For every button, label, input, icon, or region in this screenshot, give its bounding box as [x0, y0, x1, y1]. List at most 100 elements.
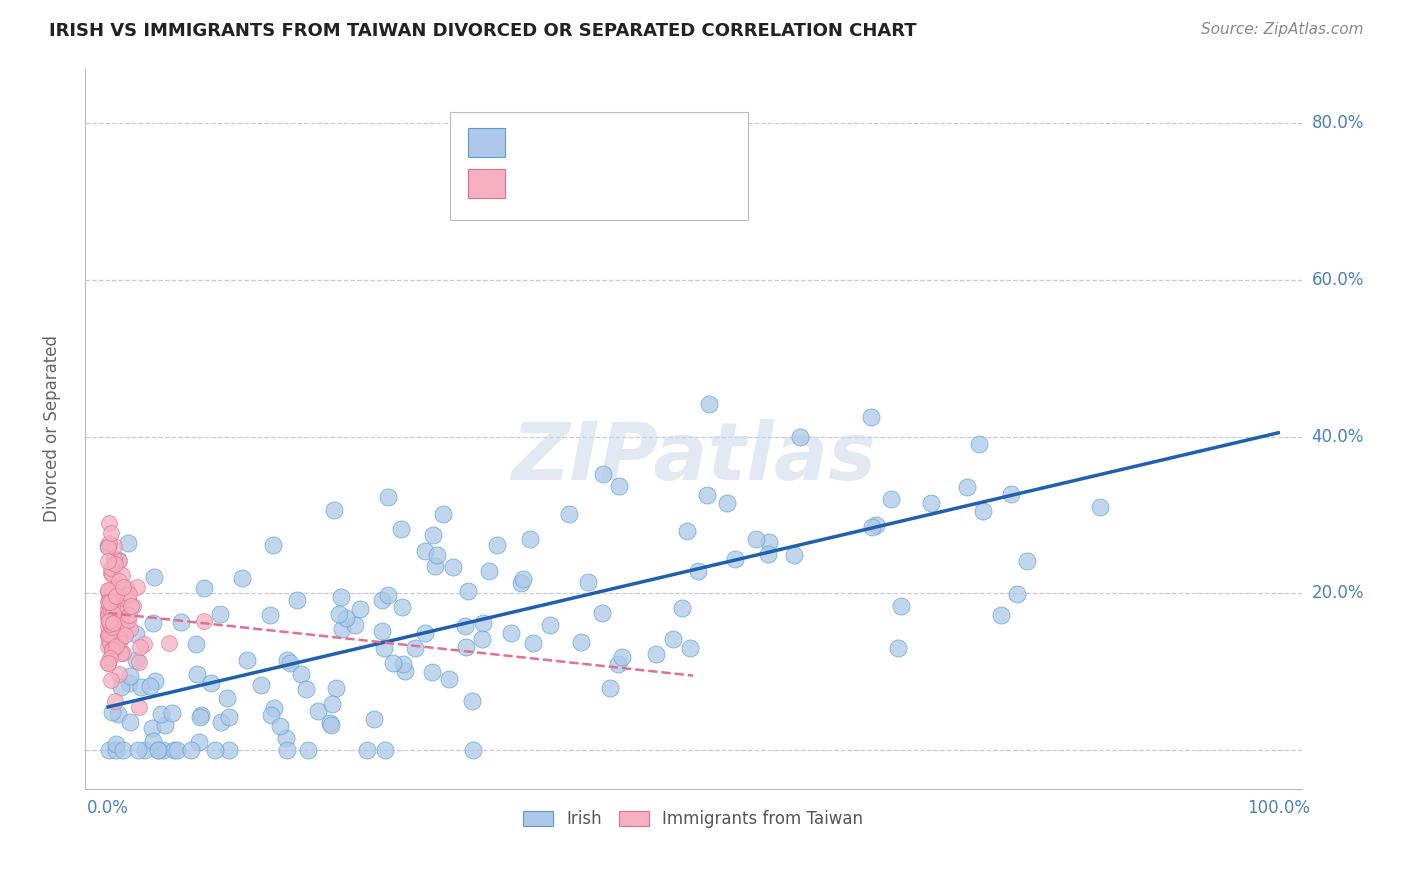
Point	[263, 701, 285, 715]
Text: 0.611: 0.611	[571, 134, 628, 152]
Point	[394, 665, 416, 679]
Point	[486, 538, 509, 552]
Text: IRISH VS IMMIGRANTS FROM TAIWAN DIVORCED OR SEPARATED CORRELATION CHART: IRISH VS IMMIGRANTS FROM TAIWAN DIVORCED…	[49, 22, 917, 40]
Point	[686, 564, 709, 578]
Point	[671, 601, 693, 615]
Text: 20.0%: 20.0%	[1312, 584, 1364, 602]
Point	[259, 608, 281, 623]
Point	[558, 507, 581, 521]
Point	[97, 632, 120, 646]
Point	[607, 657, 630, 671]
Point	[97, 594, 120, 608]
Point	[129, 680, 152, 694]
Point	[103, 632, 125, 647]
Point	[101, 622, 124, 636]
Point	[112, 743, 135, 757]
Point	[592, 467, 614, 481]
Point	[146, 743, 169, 757]
Point	[97, 601, 120, 615]
Point	[1090, 500, 1112, 514]
Point	[108, 666, 131, 681]
Point	[697, 397, 720, 411]
Point	[117, 536, 139, 550]
Point	[215, 691, 238, 706]
Point	[457, 584, 479, 599]
Point	[404, 640, 426, 655]
Point	[696, 488, 718, 502]
Point	[100, 599, 122, 614]
Text: ZIPatlas: ZIPatlas	[510, 418, 876, 497]
Point	[105, 616, 128, 631]
Point	[97, 607, 120, 621]
Point	[471, 615, 494, 630]
Point	[103, 606, 125, 620]
Point	[325, 681, 347, 695]
Point	[160, 706, 183, 720]
Point	[471, 632, 494, 646]
Point	[163, 743, 186, 757]
Point	[789, 430, 811, 444]
Point	[599, 681, 621, 696]
Point	[118, 676, 141, 690]
Point	[98, 617, 121, 632]
Text: N =: N =	[626, 134, 661, 152]
Point	[463, 743, 485, 757]
Point	[98, 607, 121, 622]
Point	[107, 584, 129, 599]
Point	[149, 706, 172, 721]
Point	[441, 559, 464, 574]
Point	[127, 743, 149, 757]
Point	[110, 681, 132, 695]
Point	[422, 528, 444, 542]
Text: R =: R =	[519, 175, 553, 193]
Point	[745, 532, 768, 546]
Point	[370, 593, 392, 607]
Point	[97, 587, 120, 601]
Point	[108, 632, 131, 646]
Point	[142, 734, 165, 748]
Point	[200, 676, 222, 690]
Point	[269, 719, 291, 733]
Point	[330, 590, 353, 604]
Point	[990, 607, 1012, 622]
Point	[101, 616, 124, 631]
Point	[330, 623, 353, 637]
Point	[260, 708, 283, 723]
Point	[499, 626, 522, 640]
Point	[420, 665, 443, 680]
Point	[125, 580, 148, 594]
Point	[100, 561, 122, 575]
Point	[880, 491, 903, 506]
Point	[101, 647, 124, 661]
Point	[97, 593, 120, 607]
Point	[716, 496, 738, 510]
Point	[437, 673, 460, 687]
Point	[1000, 487, 1022, 501]
Text: -0.207: -0.207	[571, 175, 636, 193]
Point	[103, 557, 125, 571]
Point	[118, 586, 141, 600]
Point	[111, 613, 134, 627]
Point	[276, 653, 298, 667]
Point	[120, 715, 142, 730]
Point	[1005, 587, 1028, 601]
Point	[139, 679, 162, 693]
Point	[120, 599, 142, 613]
Legend: Irish, Immigrants from Taiwan: Irish, Immigrants from Taiwan	[516, 804, 870, 835]
Point	[676, 524, 699, 538]
Point	[128, 640, 150, 654]
Point	[193, 614, 215, 628]
Point	[97, 516, 120, 531]
Point	[972, 503, 994, 517]
Point	[969, 436, 991, 450]
Point	[461, 694, 484, 708]
Point	[519, 532, 541, 546]
Point	[335, 611, 357, 625]
Point	[98, 636, 121, 650]
Point	[100, 566, 122, 580]
Point	[117, 592, 139, 607]
Point	[865, 518, 887, 533]
Point	[134, 637, 156, 651]
Point	[323, 502, 346, 516]
Point	[321, 697, 343, 711]
